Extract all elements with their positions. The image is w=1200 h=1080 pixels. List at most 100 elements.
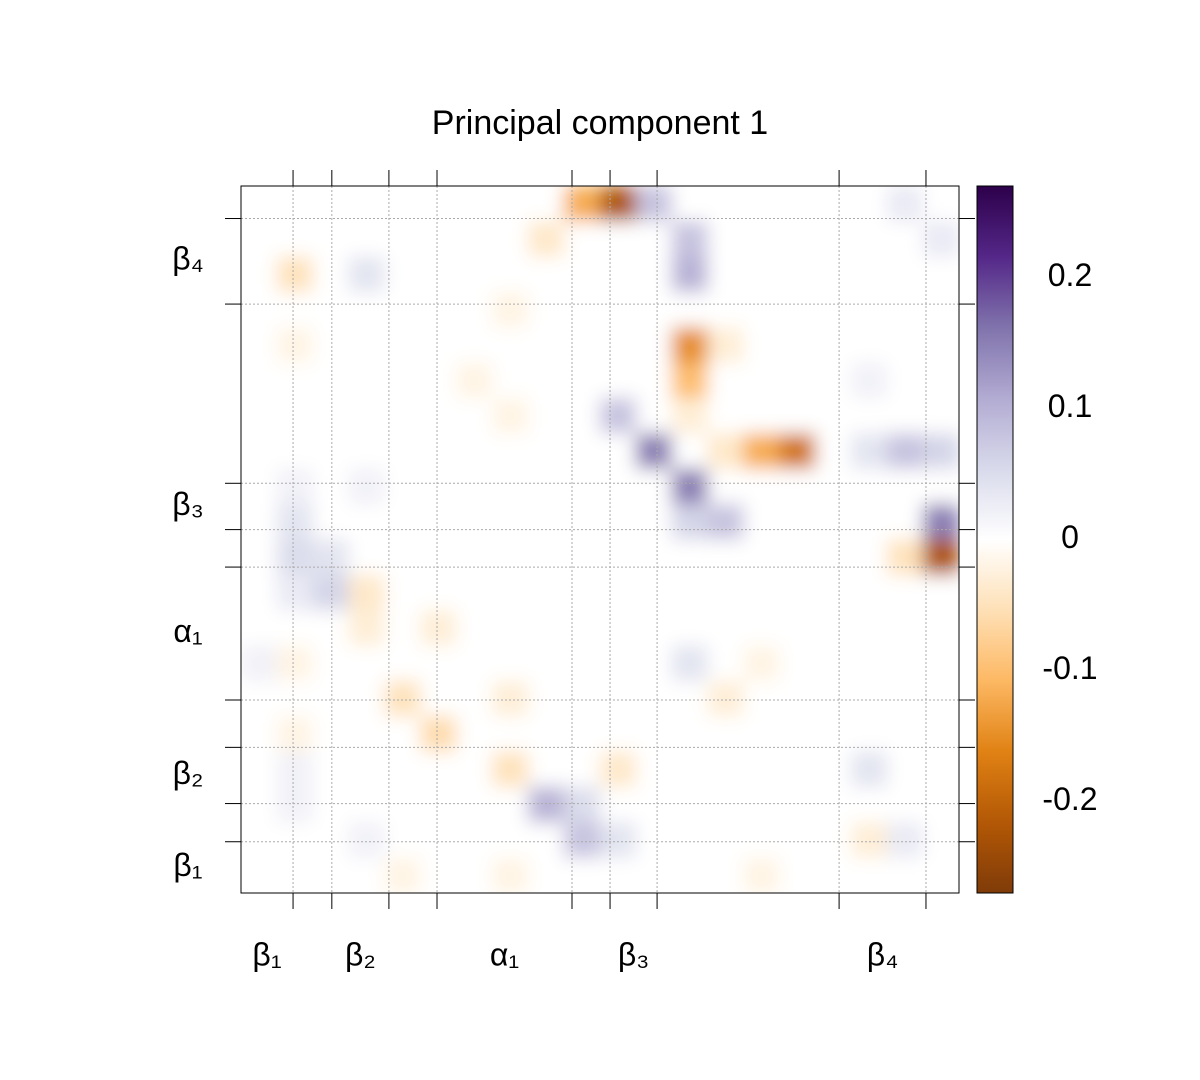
heatmap-cell (635, 433, 673, 470)
chart-title: Principal component 1 (432, 104, 768, 142)
heatmap-cell (420, 433, 457, 470)
heatmap-cell (635, 610, 673, 647)
heatmap-cell (312, 680, 350, 717)
heatmap-cell (923, 327, 959, 364)
heatmap-cell (564, 680, 601, 717)
heatmap-cell (456, 221, 493, 258)
x-axis-label: β₂ (345, 936, 376, 972)
heatmap-cell (384, 539, 421, 576)
heatmap-cell (923, 468, 959, 505)
heatmap-cell (851, 327, 888, 364)
colorbar-tick-label: 0 (1061, 519, 1079, 555)
heatmap-cell (564, 256, 601, 293)
heatmap-cell (815, 786, 852, 823)
heatmap-cell (384, 292, 421, 328)
heatmap-cell (492, 433, 529, 470)
heatmap-cell (923, 292, 959, 328)
heatmap-cell (564, 574, 601, 611)
y-axis-label: β₄ (172, 241, 203, 277)
heatmap-cell (348, 574, 386, 611)
heatmap-cell (779, 786, 816, 823)
heatmap-cell (492, 786, 529, 823)
heatmap-cell (492, 645, 529, 682)
heatmap-cell (743, 645, 780, 682)
x-axis-label: β₄ (867, 936, 898, 972)
heatmap-cell (384, 716, 421, 753)
heatmap-cell (851, 574, 888, 611)
heatmap-cell (923, 751, 959, 788)
heatmap-cell (635, 221, 673, 258)
heatmap-cell (276, 786, 314, 823)
heatmap-cell (564, 186, 601, 222)
colorbar-tick-label: 0.1 (1048, 388, 1092, 424)
heatmap-cell (241, 398, 278, 434)
heatmap-cell (815, 645, 852, 682)
heatmap-cell (276, 468, 314, 505)
heatmap-cell (528, 504, 565, 540)
heatmap-cell (635, 786, 673, 823)
heatmap-cell (456, 362, 493, 399)
heatmap-cell (348, 398, 386, 434)
heatmap-cell (815, 327, 852, 364)
heatmap-cell (779, 751, 816, 788)
heatmap-cell (528, 433, 565, 470)
heatmap-cell (241, 680, 278, 717)
heatmap-cell (671, 645, 709, 682)
heatmap-cell (564, 292, 601, 328)
heatmap-cell (492, 292, 529, 328)
heatmap-cell (887, 857, 924, 893)
heatmap-cell (671, 468, 709, 505)
heatmap-cell (312, 256, 350, 293)
heatmap-cell (528, 256, 565, 293)
heatmap-cell (671, 256, 709, 293)
heatmap-cell (851, 751, 888, 788)
heatmap-cell (815, 751, 852, 788)
heatmap-cell (384, 786, 421, 823)
heatmap-cell (851, 822, 888, 859)
heatmap-cell (815, 857, 852, 893)
heatmap-cell (456, 716, 493, 753)
heatmap-cell (779, 680, 816, 717)
heatmap-cell (456, 539, 493, 576)
heatmap-cell (815, 610, 852, 647)
heatmap-cell (420, 186, 457, 222)
heatmap-cell (887, 539, 924, 576)
heatmap-cell (348, 504, 386, 540)
heatmap-cell (887, 645, 924, 682)
heatmap-cell (887, 610, 924, 647)
heatmap-cell (887, 256, 924, 293)
heatmap-cell (743, 221, 780, 258)
heatmap-cell (671, 433, 709, 470)
colorbar-tick-label: -0.2 (1042, 781, 1097, 817)
heatmap-cell (564, 716, 601, 753)
heatmap-cell (887, 574, 924, 611)
heatmap-cell (420, 504, 457, 540)
heatmap-cell (384, 221, 421, 258)
heatmap-cell (528, 786, 565, 823)
heatmap-cell (923, 822, 959, 859)
heatmap-cell (707, 186, 745, 222)
heatmap-cell (456, 822, 493, 859)
heatmap-cell (887, 398, 924, 434)
heatmap-cell (671, 292, 709, 328)
heatmap-cells (241, 186, 959, 893)
heatmap-cell (851, 716, 888, 753)
heatmap-cell (348, 256, 386, 293)
heatmap-cell (348, 822, 386, 859)
heatmap-cell (276, 574, 314, 611)
heatmap-cell (600, 292, 637, 328)
heatmap-cell (600, 822, 637, 859)
heatmap-cell (815, 716, 852, 753)
heatmap-cell (815, 822, 852, 859)
heatmap-cell (456, 786, 493, 823)
x-axis-label: α₁ (490, 936, 519, 972)
heatmap-cell (671, 327, 709, 364)
heatmap-cell (743, 468, 780, 505)
heatmap-cell (241, 327, 278, 364)
heatmap-cell (276, 362, 314, 399)
heatmap-cell (348, 610, 386, 647)
heatmap-cell (887, 716, 924, 753)
x-axis-label: β₃ (618, 936, 649, 972)
heatmap-cell (635, 292, 673, 328)
heatmap-cell (635, 751, 673, 788)
